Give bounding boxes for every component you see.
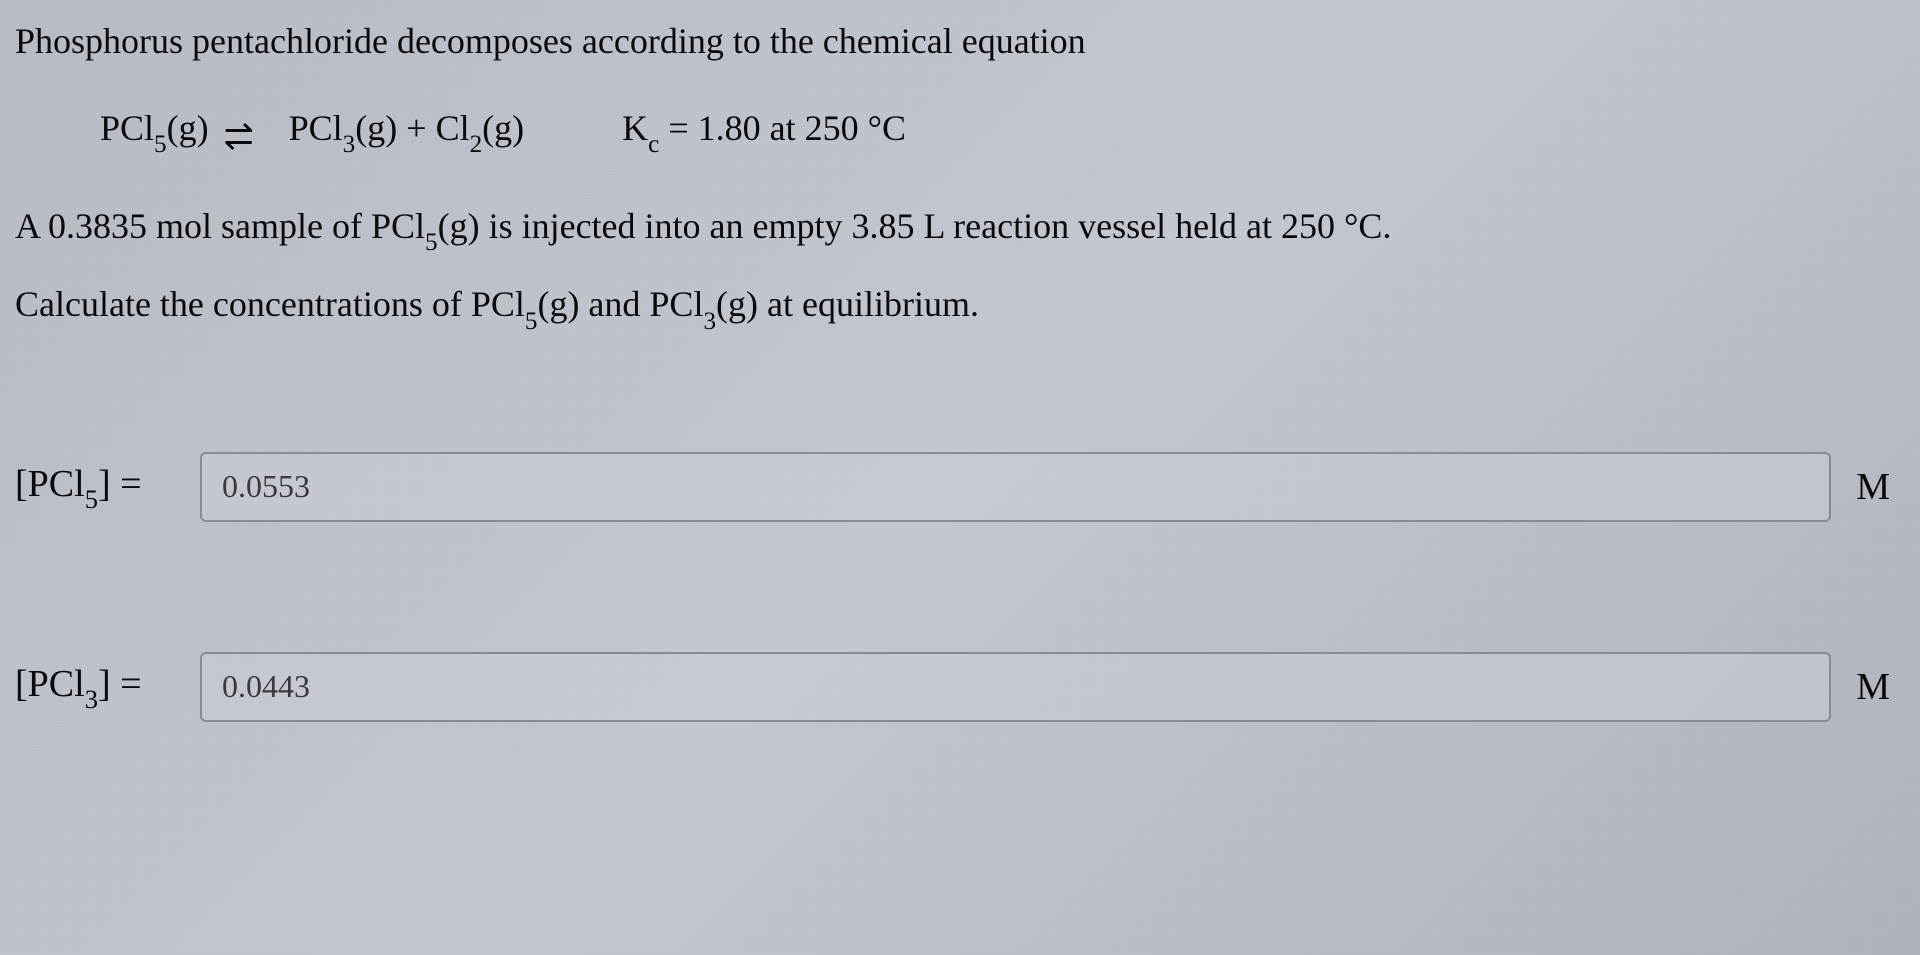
problem-statement-line1: A 0.3835 mol sample of PCl5(g) is inject… <box>15 205 1905 253</box>
pcl3-concentration-input[interactable] <box>200 652 1831 722</box>
pcl3-unit: M <box>1856 665 1890 709</box>
problem-statement-line2: Calculate the concentrations of PCl5(g) … <box>15 283 1905 331</box>
chemical-equation: PCl5(g) PCl3(g) + Cl2(g) Kc = 1.80 at 25… <box>100 107 1905 155</box>
equilibrium-arrow-icon <box>224 120 274 144</box>
pcl3-label: [PCl3] = <box>15 662 170 712</box>
product1-formula: PCl3(g) <box>289 108 398 148</box>
pcl5-label: [PCl5] = <box>15 462 170 512</box>
pcl5-concentration-input[interactable] <box>200 452 1831 522</box>
intro-text: Phosphorus pentachloride decomposes acco… <box>15 20 1905 62</box>
product2-formula: Cl2(g) <box>436 108 525 148</box>
answer-row-pcl3: [PCl3] = M <box>15 652 1905 722</box>
plus-sign: + <box>406 108 435 148</box>
pcl5-unit: M <box>1856 465 1890 509</box>
kc-expression: Kc = 1.80 at 250 °C <box>622 108 906 148</box>
answer-row-pcl5: [PCl5] = M <box>15 452 1905 522</box>
reactant-formula: PCl5(g) <box>100 108 209 148</box>
